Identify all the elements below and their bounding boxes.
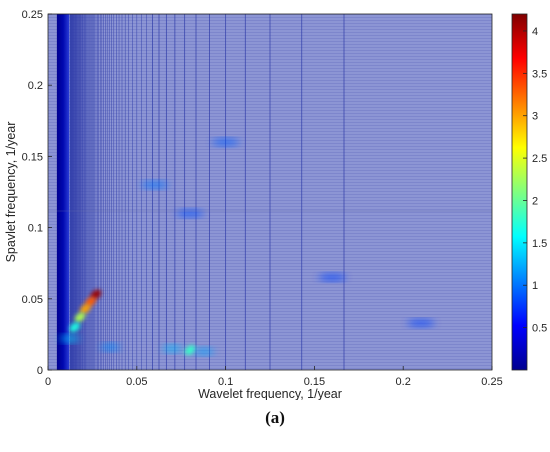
feature-blob: [100, 344, 121, 351]
figure-caption: (a): [265, 408, 285, 427]
feature-blob: [162, 345, 183, 352]
feature-blob: [406, 320, 435, 327]
x-axis-label: Wavelet frequency, 1/year: [198, 387, 342, 400]
colorbar-tick-label: 0.5: [532, 323, 547, 335]
y-tick-label: 0.1: [28, 223, 43, 235]
colorbar-tick-label: 2: [532, 195, 538, 207]
x-tick-label: 0.05: [126, 376, 147, 388]
low-frequency-band: [56, 14, 70, 370]
colorbar-tick-label: 2.5: [532, 153, 547, 165]
y-axis-label: Spavlet frequency, 1/year: [4, 122, 18, 263]
y-tick-label: 0.2: [28, 80, 43, 92]
feature-blob: [211, 139, 240, 146]
feature-blob: [140, 181, 169, 188]
y-tick-label: 0.15: [22, 151, 43, 163]
x-tick-label: 0.1: [218, 376, 233, 388]
x-tick-label: 0: [45, 376, 51, 388]
feature-blob: [59, 335, 80, 342]
feature-blob: [318, 274, 347, 281]
x-tick-label: 0.25: [481, 376, 502, 388]
colorbar-gradient: [511, 13, 528, 371]
y-tick-label: 0.05: [22, 294, 43, 306]
feature-blob: [184, 345, 196, 355]
y-tick-label: 0: [37, 365, 43, 377]
feature-blob: [69, 322, 80, 333]
y-axis-ticks: 0 0.05 0.1 0.15 0.2 0.25: [22, 9, 52, 377]
colorbar-tick-label: 4: [532, 26, 538, 38]
plot-frame: [47, 13, 493, 371]
wavelet-grid-lines: [69, 14, 345, 370]
colorbar-tick-label: 3.5: [532, 68, 547, 80]
feature-blob: [176, 210, 205, 217]
colorbar-tick-label: 1: [532, 280, 538, 292]
colorbar: 0.5 1 1.5 2 2.5 3 3.5 4: [511, 13, 547, 371]
x-axis-ticks: 0 0.05 0.1 0.15 0.2 0.25: [45, 366, 503, 388]
y-tick-label: 0.25: [22, 9, 43, 21]
colorbar-ticks: 0.5 1 1.5 2 2.5 3 3.5 4: [523, 26, 547, 335]
plot-area: [47, 13, 493, 371]
spectral-features: [59, 139, 435, 355]
heatmap-figure: 0 0.05 0.1 0.15 0.2 0.25 00.050.10.150.20.25 …: [4, 9, 547, 400]
colorbar-tick-label: 1.5: [532, 238, 547, 250]
colorbar-tick-label: 3: [532, 111, 538, 123]
x-tick-label: 0.2: [396, 376, 411, 388]
feature-blob: [80, 303, 91, 314]
x-tick-label: 0.15: [304, 376, 325, 388]
feature-blob: [194, 348, 215, 355]
feature-blob: [74, 312, 86, 323]
